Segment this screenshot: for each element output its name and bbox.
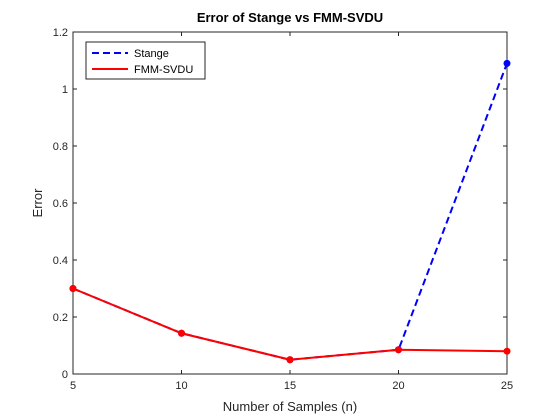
legend: Stange FMM-SVDU [85, 41, 206, 80]
y-tick-label: 1.2 [53, 27, 68, 39]
y-axis-label: Error [30, 188, 45, 218]
x-tick-label: 20 [392, 380, 404, 392]
y-tick-label: 0.6 [53, 198, 68, 210]
data-point-fmm-svdu [69, 285, 77, 292]
x-tick-label: 25 [501, 380, 513, 392]
x-tick-label: 5 [70, 380, 76, 392]
data-point-fmm-svdu [395, 346, 402, 354]
x-tick-label: 15 [284, 380, 296, 392]
legend-label-stange: Stange [134, 48, 169, 60]
y-tick-label: 0 [62, 369, 68, 381]
data-point-fmm-svdu [178, 329, 185, 337]
y-tick-label: 0.4 [53, 255, 68, 267]
data-point-stange [503, 59, 511, 67]
plot-area [72, 31, 508, 375]
y-tick-label: 0.2 [53, 312, 68, 324]
data-point-fmm-svdu [286, 356, 294, 364]
axis-ticks: 5 10 15 20 25 0 0.2 0.4 0.6 0.8 1 1.2 [53, 27, 513, 392]
y-tick-label: 0.8 [53, 141, 68, 153]
y-tick-label: 1 [62, 84, 68, 96]
x-axis-label: Number of Samples (n) [223, 399, 357, 414]
chart-title: Error of Stange vs FMM-SVDU [197, 10, 383, 25]
legend-label-fmm-svdu: FMM-SVDU [134, 64, 193, 76]
legend-box [85, 41, 206, 80]
data-point-fmm-svdu [503, 347, 511, 355]
x-tick-label: 10 [175, 380, 187, 392]
series-layer [69, 59, 511, 364]
